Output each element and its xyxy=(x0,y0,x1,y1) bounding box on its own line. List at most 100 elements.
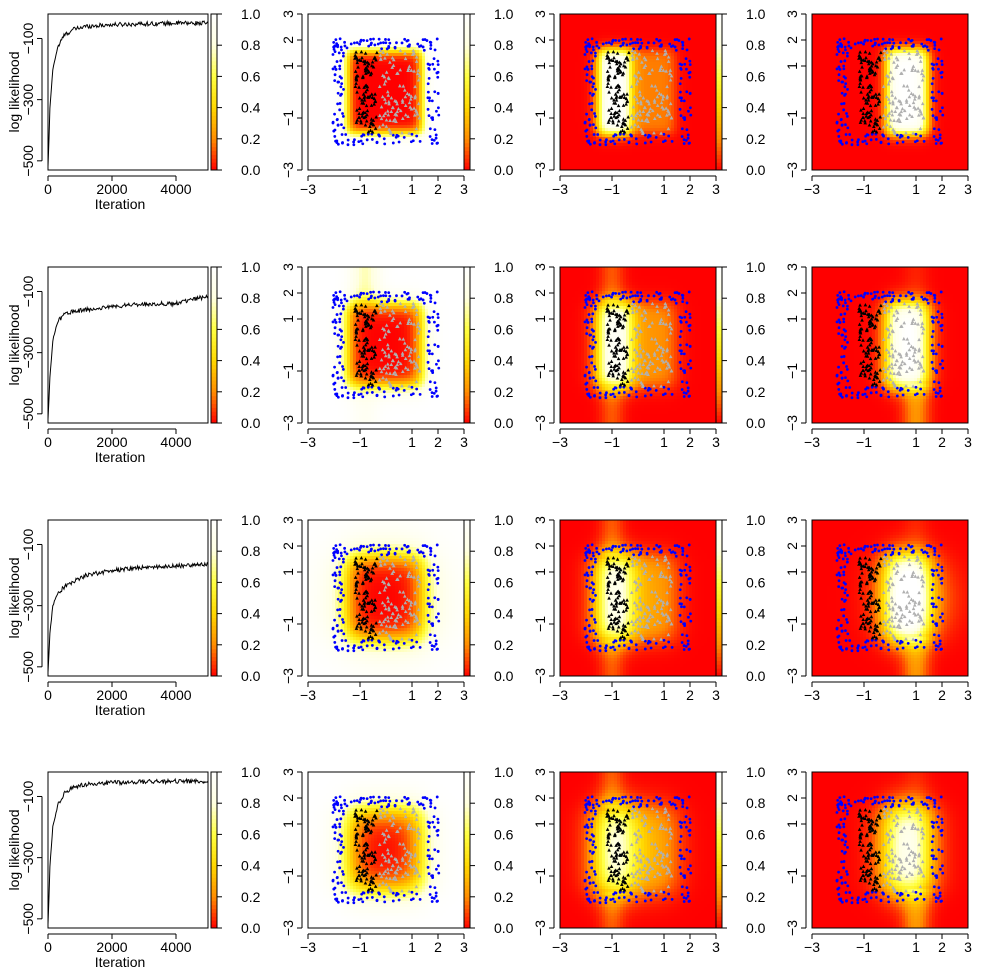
heat-cell xyxy=(311,71,314,74)
heat-cell xyxy=(323,104,326,107)
heat-cell xyxy=(323,41,326,44)
figure-grid: 0 2000 4000Iteration−500−300−100log likeli… xyxy=(0,0,981,978)
colorbar-segment xyxy=(211,49,217,53)
heat-cell xyxy=(353,14,356,17)
heat-cell xyxy=(317,71,320,74)
heat-cell xyxy=(335,23,338,26)
heat-cell xyxy=(326,95,329,98)
heat-cell xyxy=(353,23,356,26)
heat-cell xyxy=(308,152,311,155)
heat-cell xyxy=(347,146,350,149)
heat-cell xyxy=(332,107,335,110)
heat-cell xyxy=(320,83,323,86)
heat-cell xyxy=(320,20,323,23)
heat-cell xyxy=(341,68,344,71)
heat-cell xyxy=(311,89,314,92)
heat-cell xyxy=(329,47,332,50)
heat-cell xyxy=(329,152,332,155)
heat-cell xyxy=(317,95,320,98)
heat-cell xyxy=(329,26,332,29)
heat-cell xyxy=(326,143,329,146)
x-tick-label: 4000 xyxy=(160,181,191,197)
heat-cell xyxy=(338,29,341,32)
heat-cell xyxy=(323,113,326,116)
heat-cell xyxy=(326,119,329,122)
heat-cell xyxy=(347,23,350,26)
colorbar-segment xyxy=(211,26,217,30)
heat-cell xyxy=(323,155,326,158)
heat-cell xyxy=(332,26,335,29)
heat-cell xyxy=(338,164,341,167)
heat-cell xyxy=(311,50,314,53)
heat-cell xyxy=(317,41,320,44)
heat-cell xyxy=(347,65,350,68)
colorbar-segment xyxy=(211,127,217,131)
heat-cell xyxy=(347,155,350,158)
heat-cell xyxy=(332,89,335,92)
heat-cell xyxy=(323,83,326,86)
heat-cell xyxy=(317,143,320,146)
heat-cell xyxy=(338,56,341,59)
heat-cell xyxy=(323,26,326,29)
heat-cell xyxy=(314,83,317,86)
heat-cell xyxy=(326,14,329,17)
heat-cell xyxy=(320,137,323,140)
heat-cell xyxy=(326,89,329,92)
heat-cell xyxy=(311,134,314,137)
heat-cell xyxy=(338,113,341,116)
heat-cell xyxy=(314,20,317,23)
heat-cell xyxy=(317,80,320,83)
heat-cell xyxy=(323,161,326,164)
heat-cell xyxy=(335,161,338,164)
heat-cell xyxy=(341,35,344,38)
heat-cell xyxy=(323,32,326,35)
heat-cell xyxy=(329,14,332,17)
heat-cell xyxy=(320,161,323,164)
heat-cell xyxy=(320,95,323,98)
heat-cell xyxy=(332,164,335,167)
heat-cell xyxy=(329,101,332,104)
heat-cell xyxy=(320,164,323,167)
heat-cell xyxy=(329,113,332,116)
heat-cell xyxy=(317,59,320,62)
colorbar-segment xyxy=(211,115,217,119)
heat-cell xyxy=(323,107,326,110)
heat-cell xyxy=(323,119,326,122)
heat-cell xyxy=(323,122,326,125)
heat-cell xyxy=(344,161,347,164)
heat-cell xyxy=(347,152,350,155)
heat-cell xyxy=(323,92,326,95)
heat-cell xyxy=(341,155,344,158)
heat-cell xyxy=(308,116,311,119)
heat-cell xyxy=(308,50,311,53)
heat-cell xyxy=(332,146,335,149)
heat-cell xyxy=(308,41,311,44)
heat-cell xyxy=(347,32,350,35)
heat-cell xyxy=(335,158,338,161)
heat-cell xyxy=(308,158,311,161)
heat-cell xyxy=(329,143,332,146)
heat-cell xyxy=(323,59,326,62)
heat-cell xyxy=(353,29,356,32)
heat-cell xyxy=(326,53,329,56)
heat-cell xyxy=(308,80,311,83)
heat-cell xyxy=(338,32,341,35)
heat-cell xyxy=(335,89,338,92)
heat-cell xyxy=(320,113,323,116)
heat-cell xyxy=(317,23,320,26)
heat-cell xyxy=(314,119,317,122)
heat-cell xyxy=(329,86,332,89)
heat-cell xyxy=(314,122,317,125)
heat-cell xyxy=(308,35,311,38)
heat-cell xyxy=(308,65,311,68)
heat-cell xyxy=(338,128,341,131)
heat-cell xyxy=(308,86,311,89)
heat-cell xyxy=(323,23,326,26)
heat-cell xyxy=(326,131,329,134)
heat-cell xyxy=(344,74,347,77)
heat-cell xyxy=(329,110,332,113)
heat-cell xyxy=(326,50,329,53)
heat-cell xyxy=(353,38,356,41)
y-tick-label: −500 xyxy=(20,145,36,177)
heat-cell xyxy=(350,107,353,110)
